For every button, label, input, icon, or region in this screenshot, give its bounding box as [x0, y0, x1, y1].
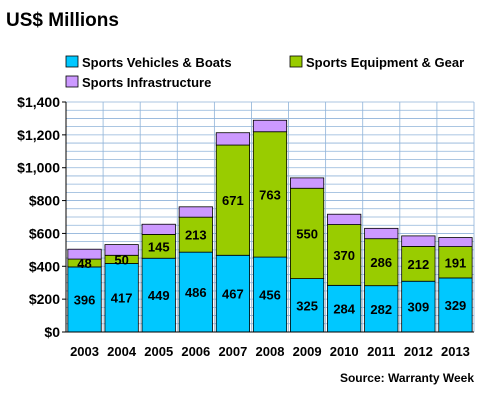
- data-labels: 396 48 417 50 449 145 486 213 467 671 456 763 325 550…: [74, 187, 467, 316]
- legend-item-infrastructure: Sports Infrastructure: [65, 75, 211, 90]
- y-tick-label: $1,200: [17, 127, 60, 143]
- data-label-vehicles-2013: 329: [445, 298, 467, 313]
- bar-vehicles-2011: [364, 285, 399, 333]
- x-axis-ticks: 2003 2004 2005 2006 2007 2008 2009 2010 2011 2012…: [70, 344, 470, 359]
- bar-equipment-2011: [364, 238, 399, 287]
- data-label-vehicles-2011: 282: [370, 302, 392, 317]
- data-label-equipment-2013: 191: [445, 255, 467, 270]
- data-label-equipment-2012: 212: [408, 257, 430, 272]
- data-label-vehicles-2008: 456: [259, 288, 281, 303]
- x-tick-label: 2003: [70, 344, 99, 359]
- x-tick-label: 2009: [293, 344, 322, 359]
- data-label-vehicles-2007: 467: [222, 287, 244, 302]
- data-label-equipment-2008: 763: [259, 187, 281, 202]
- data-label-vehicles-2012: 309: [408, 300, 430, 315]
- data-label-equipment-2003: 48: [77, 256, 91, 271]
- x-tick-label: 2005: [144, 344, 173, 359]
- y-tick-label: $1,400: [17, 94, 60, 110]
- bar-vehicles-2013: [438, 277, 473, 333]
- bar-vehicles-2004: [104, 263, 139, 333]
- data-label-equipment-2007: 671: [222, 193, 244, 208]
- source-note: Source: Warranty Week: [340, 371, 474, 385]
- bar-infrastructure-2011: [364, 227, 399, 240]
- bar-infrastructure-2007: [215, 132, 251, 146]
- data-label-vehicles-2010: 284: [333, 302, 355, 317]
- bar-equipment-2010: [327, 224, 362, 286]
- bar-vehicles-2006: [178, 251, 213, 333]
- y-tick-label: $0: [44, 324, 60, 340]
- bar-vehicles-2009: [289, 278, 325, 333]
- x-tick-label: 2011: [367, 344, 395, 359]
- chart-title: US$ Millions: [6, 10, 119, 31]
- x-tick-label: 2006: [181, 344, 210, 359]
- bar-infrastructure-2012: [401, 235, 436, 247]
- bars: [67, 119, 473, 333]
- legend-swatch-equipment: [289, 55, 303, 68]
- bar-infrastructure-2009: [289, 177, 325, 189]
- legend-label-infrastructure: Sports Infrastructure: [82, 75, 211, 90]
- bar-infrastructure-2010: [327, 213, 362, 225]
- x-tick-label: 2013: [441, 344, 470, 359]
- bar-infrastructure-2006: [178, 206, 213, 218]
- bar-infrastructure-2003: [67, 248, 102, 260]
- data-label-vehicles-2003: 396: [74, 292, 96, 307]
- bar-equipment-2009: [289, 187, 325, 280]
- x-tick-label: 2010: [330, 344, 359, 359]
- data-label-equipment-2005: 145: [148, 239, 170, 254]
- data-label-vehicles-2009: 325: [296, 298, 318, 313]
- x-tick-label: 2007: [218, 344, 247, 359]
- y-tick-label: $800: [29, 193, 60, 209]
- data-label-equipment-2006: 213: [185, 228, 207, 243]
- bar-vehicles-2007: [215, 254, 251, 333]
- x-tick-label: 2004: [107, 344, 137, 359]
- bar-infrastructure-2005: [141, 223, 176, 235]
- legend-label-vehicles: Sports Vehicles & Boats: [82, 55, 232, 70]
- data-label-equipment-2009: 550: [296, 226, 318, 241]
- data-label-equipment-2004: 50: [114, 252, 128, 267]
- x-tick-label: 2012: [404, 344, 433, 359]
- bar-equipment-2006: [178, 216, 213, 253]
- y-tick-label: $200: [29, 291, 60, 307]
- data-label-vehicles-2005: 449: [148, 288, 170, 303]
- bar-infrastructure-2013: [438, 237, 473, 247]
- bar-infrastructure-2004: [104, 244, 139, 256]
- y-tick-label: $400: [29, 258, 60, 274]
- data-label-equipment-2010: 370: [333, 248, 355, 263]
- legend-swatch-vehicles: [65, 55, 79, 68]
- data-label-equipment-2011: 286: [370, 255, 392, 270]
- bar-infrastructure-2008: [252, 119, 288, 133]
- x-tick-label: 2008: [256, 344, 285, 359]
- y-axis-ticks: $0 $200 $400 $600 $800 $1,000 $1,200 $1,400: [17, 94, 66, 340]
- y-tick-label: $600: [29, 225, 60, 241]
- legend: Sports Vehicles & Boats Sports Equipment…: [65, 55, 464, 90]
- bar-equipment-2008: [252, 131, 288, 258]
- data-label-vehicles-2004: 417: [111, 291, 133, 306]
- legend-label-equipment: Sports Equipment & Gear: [306, 55, 464, 70]
- data-label-vehicles-2006: 486: [185, 285, 207, 300]
- y-tick-label: $1,000: [17, 160, 60, 176]
- legend-swatch-infrastructure: [65, 75, 79, 88]
- legend-item-equipment: Sports Equipment & Gear: [289, 55, 464, 70]
- legend-item-vehicles: Sports Vehicles & Boats: [65, 55, 232, 70]
